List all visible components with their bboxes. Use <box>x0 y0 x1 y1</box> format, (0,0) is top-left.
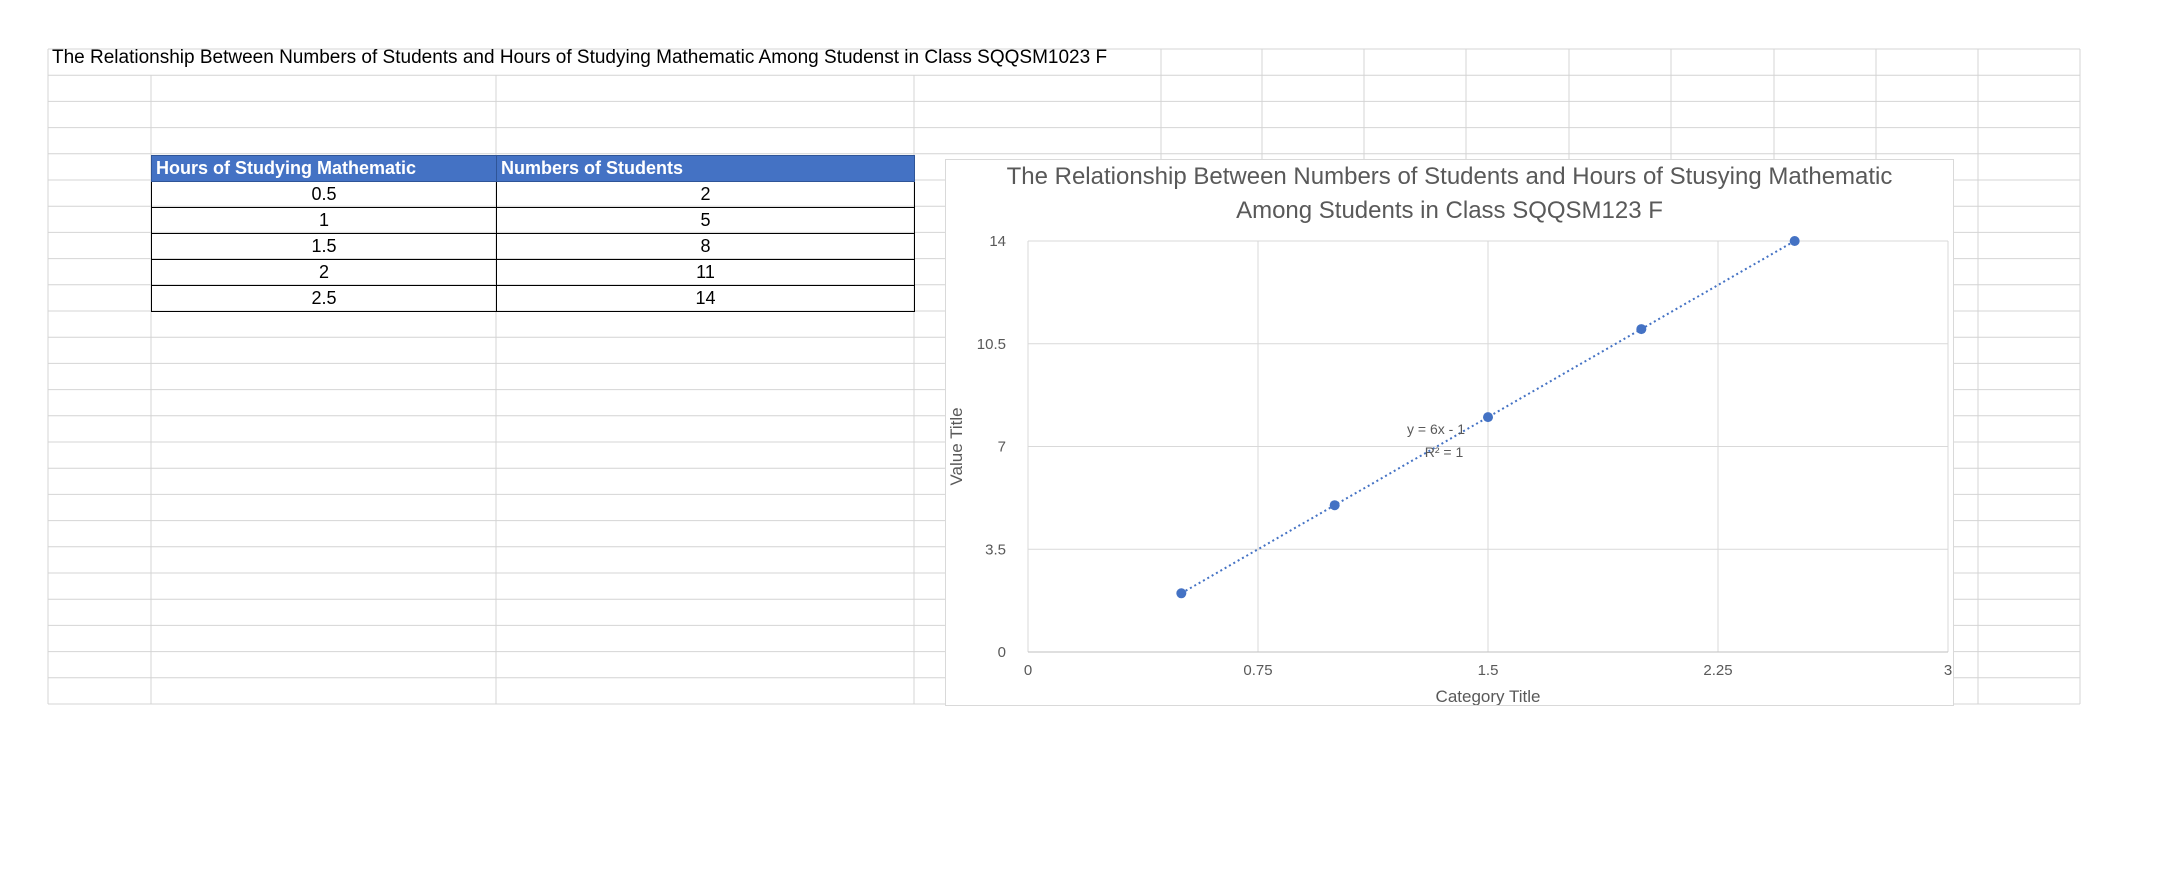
y-tick-label: 14 <box>989 233 1006 250</box>
y-tick-label: 0 <box>998 644 1006 661</box>
header-students[interactable]: Numbers of Students <box>496 155 915 182</box>
cell-hours[interactable]: 2 <box>151 259 497 286</box>
data-point <box>1636 324 1647 335</box>
y-axis-title: Value Title <box>947 407 966 485</box>
cell-students[interactable]: 2 <box>496 181 915 208</box>
header-hours[interactable]: Hours of Studying Mathematic <box>151 155 497 182</box>
table-header-row: Hours of Studying Mathematic Numbers of … <box>151 155 915 182</box>
chart-title-line-2: Among Students in Class SQQSM123 F <box>1236 197 1663 224</box>
y-tick-label: 3.5 <box>985 541 1006 558</box>
x-tick-label: 2.25 <box>1703 662 1732 679</box>
data-point <box>1789 236 1800 246</box>
cell-hours[interactable]: 0.5 <box>151 181 497 208</box>
data-table: Hours of Studying Mathematic Numbers of … <box>151 155 915 312</box>
x-tick-label: 0 <box>1024 662 1032 679</box>
data-point <box>1483 412 1493 423</box>
cell-hours[interactable]: 1.5 <box>151 233 497 260</box>
trendline-r-squared: R² = 1 <box>1425 444 1464 460</box>
x-axis-title: Category Title <box>1436 687 1541 705</box>
table-row: 2.5 14 <box>151 285 915 312</box>
table-row: 1 5 <box>151 207 915 234</box>
x-tick-label: 1.5 <box>1478 662 1499 679</box>
chart-title-line-1: The Relationship Between Numbers of Stud… <box>1006 163 1893 190</box>
cell-students[interactable]: 11 <box>496 259 915 286</box>
y-tick-label: 10.5 <box>977 336 1006 353</box>
sheet-title-cell[interactable]: The Relationship Between Numbers of Stud… <box>52 47 1108 68</box>
x-tick-label: 0.75 <box>1243 662 1272 679</box>
scatter-chart[interactable]: The Relationship Between Numbers of Stud… <box>945 159 1954 706</box>
table-row: 1.5 8 <box>151 233 915 260</box>
y-tick-label: 7 <box>998 439 1006 456</box>
data-point <box>1329 500 1340 511</box>
cell-hours[interactable]: 1 <box>151 207 497 234</box>
chart-title: The Relationship Between Numbers of Stud… <box>946 160 1953 228</box>
cell-students[interactable]: 5 <box>496 207 915 234</box>
trendline-equation: y = 6x - 1 <box>1407 421 1465 437</box>
x-tick-label: 3 <box>1944 662 1952 679</box>
data-point <box>1176 588 1187 599</box>
table-row: 2 11 <box>151 259 915 286</box>
cell-students[interactable]: 8 <box>496 233 915 260</box>
cell-hours[interactable]: 2.5 <box>151 285 497 312</box>
table-row: 0.5 2 <box>151 181 915 208</box>
chart-plot: 0 0.75 1.5 2.25 3 0 3.5 7 10.5 14 Category Title Va… <box>947 233 1952 705</box>
cell-students[interactable]: 14 <box>496 285 915 312</box>
